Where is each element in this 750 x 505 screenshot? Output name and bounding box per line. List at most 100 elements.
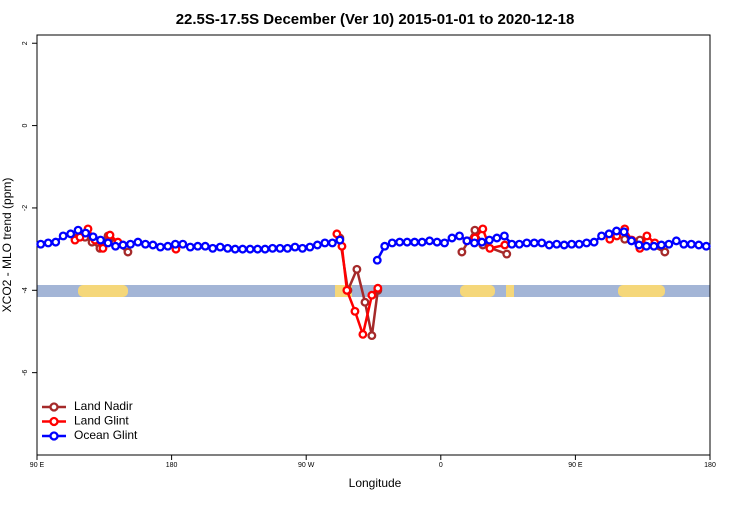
point	[350, 306, 360, 316]
point	[559, 240, 569, 250]
point	[402, 237, 412, 247]
point	[58, 231, 68, 241]
point	[98, 243, 108, 253]
point	[215, 242, 225, 252]
point	[612, 226, 621, 236]
point	[111, 241, 120, 251]
land-strip	[618, 285, 665, 297]
x-tick-label: 90 E	[568, 462, 583, 469]
legend-label: Ocean Glint	[74, 428, 138, 442]
point	[105, 230, 115, 240]
point	[387, 238, 397, 248]
point	[372, 255, 382, 265]
y-axis-label: XCO2 - MLO trend (ppm)	[0, 178, 14, 313]
point	[178, 239, 188, 249]
point	[268, 243, 277, 253]
point	[537, 238, 547, 248]
point	[660, 247, 670, 257]
point	[352, 264, 362, 274]
point	[96, 235, 106, 245]
point	[253, 244, 263, 254]
point	[664, 239, 674, 249]
point	[641, 241, 651, 251]
point	[260, 244, 270, 254]
point	[103, 238, 113, 248]
point	[597, 231, 607, 241]
point	[133, 237, 143, 247]
point	[275, 243, 285, 253]
x-tick-label: 180	[704, 462, 716, 469]
point	[447, 233, 457, 243]
x-tick-label: 180	[166, 462, 178, 469]
chart-title: 22.5S-17.5S December (Ver 10) 2015-01-01…	[176, 11, 575, 28]
land-strip	[460, 285, 495, 297]
point	[380, 241, 390, 251]
point	[694, 240, 704, 250]
legend-label: Land Nadir	[74, 399, 133, 413]
point	[230, 244, 240, 254]
point	[208, 243, 218, 253]
point	[432, 237, 442, 247]
point	[367, 331, 377, 341]
point	[470, 238, 479, 248]
point	[193, 241, 203, 251]
point	[305, 242, 315, 252]
point	[320, 238, 330, 248]
x-axis-label: Longitude	[349, 476, 402, 490]
point	[484, 235, 494, 245]
point	[574, 239, 584, 249]
land-strip	[506, 285, 514, 297]
point	[470, 225, 480, 235]
point	[457, 247, 467, 257]
x-tick-label: 0	[439, 462, 443, 469]
point	[492, 233, 502, 243]
point	[502, 249, 512, 259]
point	[81, 228, 91, 238]
point	[649, 241, 659, 251]
point	[679, 239, 689, 249]
point	[148, 240, 158, 250]
y-tick-label: -4	[22, 287, 29, 293]
point	[373, 283, 383, 293]
point	[410, 237, 420, 247]
point	[619, 227, 629, 237]
point	[123, 247, 133, 257]
point	[200, 241, 210, 251]
point	[500, 240, 510, 250]
x-tick-label: 90 W	[298, 462, 315, 469]
point	[360, 297, 370, 307]
point	[462, 236, 472, 246]
point	[170, 239, 180, 249]
point	[686, 239, 696, 249]
point	[298, 243, 307, 253]
point	[223, 243, 233, 253]
point	[140, 239, 150, 249]
point	[514, 239, 524, 249]
legend-label: Land Glint	[74, 414, 129, 428]
point	[582, 238, 592, 248]
point	[440, 238, 449, 248]
legend-marker	[49, 402, 59, 412]
legend-marker	[49, 431, 59, 441]
point	[529, 238, 539, 248]
point	[342, 285, 352, 295]
point	[126, 239, 135, 249]
y-tick-label: 0	[22, 124, 29, 128]
point	[327, 238, 337, 248]
y-tick-label: 2	[22, 41, 29, 45]
point	[604, 229, 614, 239]
point	[567, 239, 577, 249]
point	[118, 240, 128, 250]
point	[417, 237, 427, 247]
point	[88, 232, 98, 242]
x-tick-label: 90 E	[30, 462, 45, 469]
point	[66, 229, 76, 239]
point	[395, 237, 405, 247]
point	[455, 231, 464, 241]
point	[335, 235, 345, 245]
point	[163, 241, 173, 251]
point	[51, 237, 61, 247]
point	[544, 240, 554, 250]
point	[185, 242, 195, 252]
